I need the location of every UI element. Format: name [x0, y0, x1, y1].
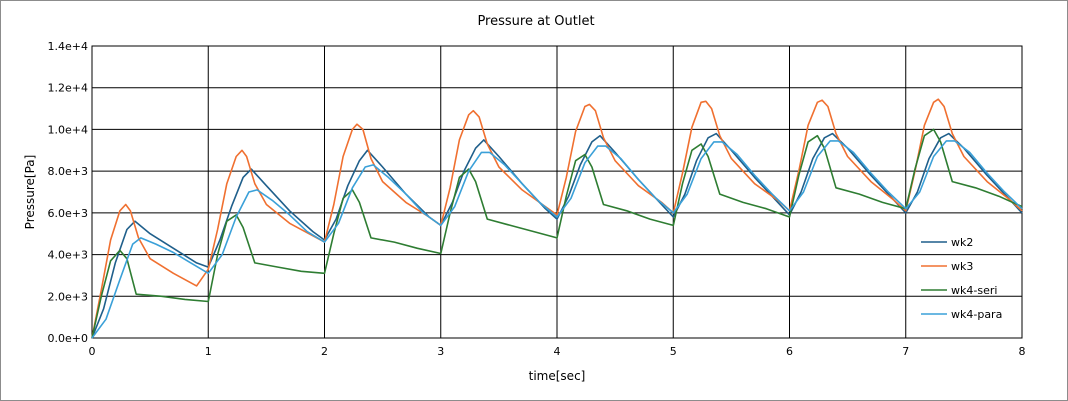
- legend-label: wk4-para: [951, 308, 1002, 321]
- x-tick-label: 5: [670, 345, 677, 358]
- x-tick-label: 1: [205, 345, 212, 358]
- y-tick-label: 0.0e+0: [48, 332, 88, 345]
- y-tick-label: 1.4e+4: [48, 40, 88, 53]
- x-tick-label: 4: [554, 345, 561, 358]
- x-tick-label: 6: [786, 345, 793, 358]
- y-tick-label: 6.0e+3: [48, 207, 88, 220]
- y-axis-label: Pressure[Pa]: [23, 155, 37, 230]
- y-tick-label: 4.0e+3: [48, 249, 88, 262]
- y-tick-label: 1.0e+4: [48, 123, 88, 136]
- series-line-wk4-para: [91, 140, 1023, 339]
- x-tick-label: 8: [1019, 345, 1026, 358]
- x-tick-label: 2: [321, 345, 328, 358]
- legend-label: wk4-seri: [951, 284, 997, 297]
- x-tick-label: 0: [89, 345, 96, 358]
- y-tick-label: 8.0e+3: [48, 165, 88, 178]
- legend-label: wk3: [951, 260, 973, 273]
- series-line-wk3: [91, 98, 1023, 339]
- y-tick-label: 2.0e+3: [48, 290, 88, 303]
- x-tick-label: 7: [902, 345, 909, 358]
- gridlines: [91, 45, 1023, 339]
- chart-title: Pressure at Outlet: [477, 14, 594, 29]
- plot-border: [91, 45, 1023, 339]
- series-line-wk4-seri: [91, 128, 1023, 339]
- y-tick-label: 1.2e+4: [48, 82, 88, 95]
- x-axis-label: time[sec]: [529, 369, 586, 383]
- legend: wk2 wk3 wk4-seri wk4-para: [921, 236, 1002, 321]
- series-line-wk2: [91, 132, 1023, 339]
- legend-label: wk2: [951, 236, 973, 249]
- series-layer: [91, 98, 1023, 339]
- x-tick-label: 3: [437, 345, 444, 358]
- axes: 0.0e+0 2.0e+3 4.0e+3 6.0e+3 8.0e+3 1.0e+4 1.2e…: [48, 40, 1026, 358]
